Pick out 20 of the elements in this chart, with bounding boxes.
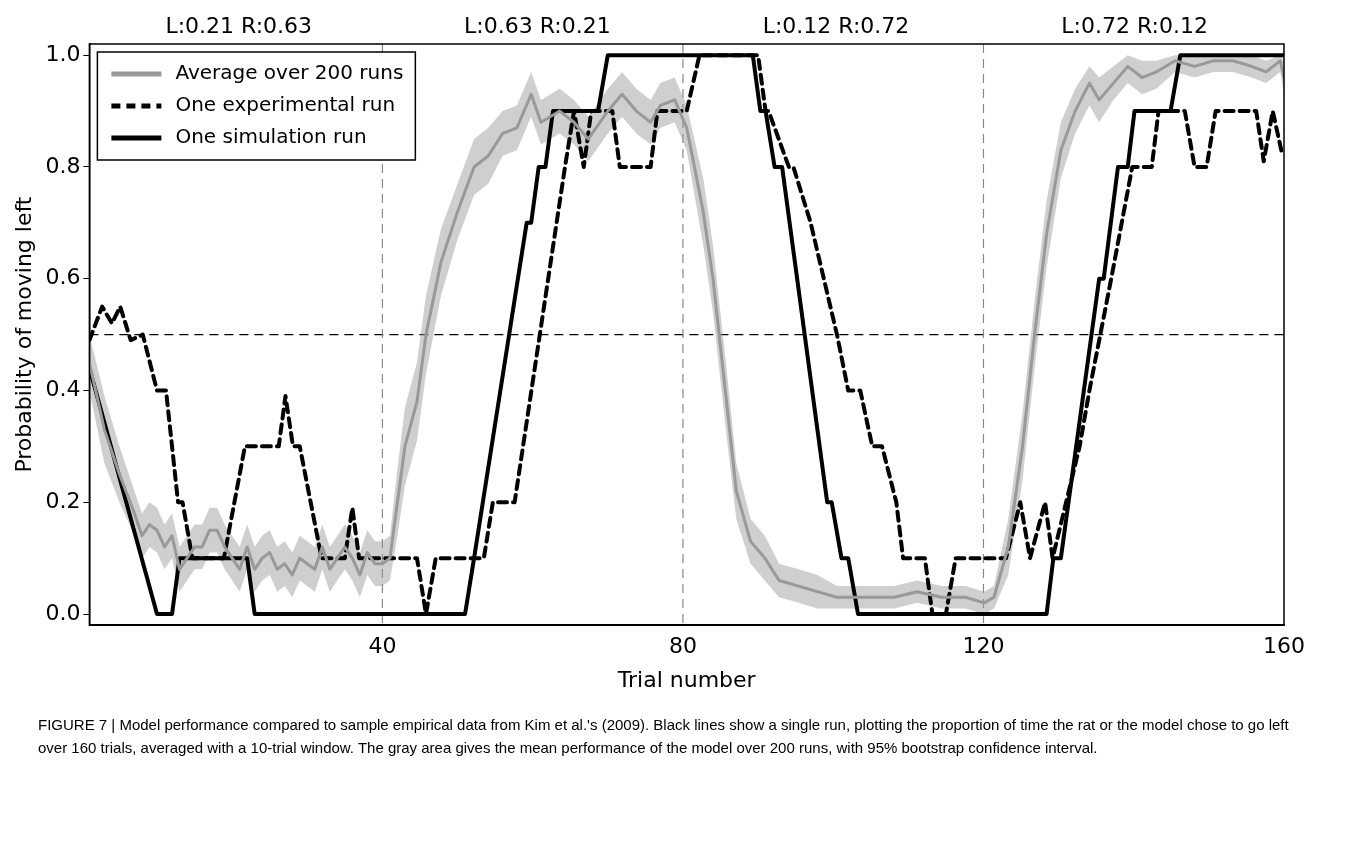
legend-label: One experimental run: [175, 92, 396, 117]
y-tick-label: 0.4: [45, 376, 81, 402]
text: L:0.12 R:0.72: [762, 12, 910, 38]
text: L:0.21 R:0.63: [165, 12, 313, 38]
text: L:0.63 R:0.21: [464, 12, 611, 38]
text: L:0.72 R:0.12: [1061, 12, 1209, 38]
caption: FIGURE 7 | Model performance compared to sample empirical data from Kim et al.'s (2009). Black lines show a single run, plotting the proportion of time the rat or the model chose to go left over 160 trials, averaged with a 10-trial window. The gray area gives the mean performance of the model over 200 runs, with 95% bootstrap confidence interval.: [38, 715, 1290, 758]
y-tick-label: 0.0: [45, 599, 81, 625]
x-tick-label: 80: [668, 633, 697, 659]
x-tick-label: 160: [1263, 633, 1305, 659]
legend-label: One simulation run: [175, 124, 367, 149]
legend-label: Average over 200 runs: [175, 60, 404, 85]
x-axis-title: Trial number: [616, 666, 757, 692]
y-axis-title: Probability of moving left: [10, 196, 36, 473]
y-tick-label: 0.2: [45, 487, 81, 513]
y-tick-label: 0.6: [45, 264, 81, 290]
x-tick-label: 120: [962, 633, 1005, 659]
y-tick-label: 1.0: [45, 40, 81, 66]
x-tick-label: 40: [368, 633, 397, 659]
y-tick-label: 0.8: [45, 152, 81, 178]
